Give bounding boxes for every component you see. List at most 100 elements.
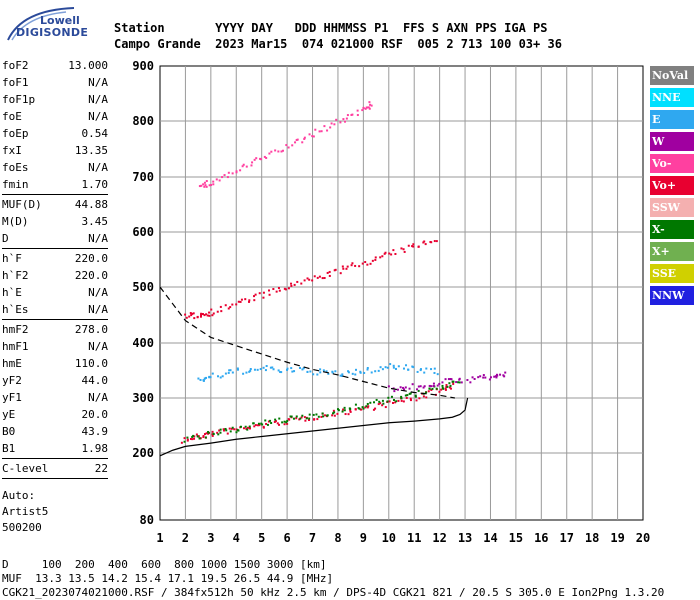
x-tick-label: 2 bbox=[182, 531, 189, 545]
legend-item: W bbox=[650, 132, 694, 151]
data-point bbox=[254, 293, 257, 296]
param-row: hmF1 N/A bbox=[2, 338, 108, 355]
data-point bbox=[289, 415, 292, 418]
data-point bbox=[291, 144, 294, 147]
x-tick-label: 1 bbox=[156, 531, 163, 545]
data-point bbox=[435, 240, 438, 243]
param-name: foF2 bbox=[2, 59, 29, 72]
data-point bbox=[400, 397, 403, 400]
data-point bbox=[402, 367, 405, 370]
y-tick-label: 800 bbox=[132, 114, 154, 128]
x-tick-label: 18 bbox=[585, 531, 599, 545]
data-point bbox=[494, 375, 497, 378]
param-row: yF1 N/A bbox=[2, 389, 108, 406]
data-point bbox=[368, 101, 371, 104]
param-name: yF2 bbox=[2, 374, 22, 387]
param-row: D N/A bbox=[2, 230, 108, 247]
data-point bbox=[466, 379, 469, 382]
data-point bbox=[270, 150, 273, 153]
data-point bbox=[441, 381, 444, 384]
data-point bbox=[203, 433, 206, 436]
data-point bbox=[290, 367, 293, 370]
data-point bbox=[416, 370, 419, 373]
data-point bbox=[354, 264, 357, 267]
data-point bbox=[274, 420, 277, 423]
data-point bbox=[436, 373, 439, 376]
data-point bbox=[433, 240, 436, 243]
data-point bbox=[227, 307, 230, 310]
param-row: yE 20.0 bbox=[2, 406, 108, 423]
data-point bbox=[394, 401, 397, 404]
data-point bbox=[359, 370, 362, 373]
param-row: foEp 0.54 bbox=[2, 125, 108, 142]
data-point bbox=[423, 385, 426, 388]
data-point bbox=[299, 417, 302, 420]
data-point bbox=[267, 420, 270, 423]
data-point bbox=[296, 138, 299, 141]
data-point bbox=[329, 126, 332, 129]
data-point bbox=[315, 413, 318, 416]
data-point bbox=[316, 276, 319, 279]
data-point bbox=[269, 419, 272, 422]
param-row: foF1 N/A bbox=[2, 74, 108, 91]
data-point bbox=[368, 107, 371, 110]
data-point bbox=[333, 123, 336, 126]
data-point bbox=[229, 430, 232, 433]
param-value: N/A bbox=[88, 76, 108, 89]
data-point bbox=[221, 176, 224, 179]
data-point bbox=[458, 381, 461, 384]
param-row: h`Es N/A bbox=[2, 301, 108, 318]
data-point bbox=[397, 365, 400, 368]
data-point bbox=[262, 291, 265, 294]
data-point bbox=[264, 419, 267, 422]
data-point bbox=[377, 369, 380, 372]
param-row: foE N/A bbox=[2, 108, 108, 125]
data-point bbox=[226, 176, 229, 179]
data-point bbox=[346, 265, 349, 268]
data-point bbox=[280, 150, 283, 153]
data-point bbox=[354, 408, 357, 411]
data-point bbox=[240, 298, 243, 301]
data-point bbox=[321, 412, 324, 415]
data-point bbox=[265, 365, 268, 368]
param-value: N/A bbox=[88, 340, 108, 353]
data-point bbox=[193, 435, 196, 438]
data-point bbox=[244, 425, 247, 428]
param-name: hmF2 bbox=[2, 323, 29, 336]
data-point bbox=[418, 397, 421, 400]
data-point bbox=[298, 366, 301, 369]
data-point bbox=[272, 368, 275, 371]
data-point bbox=[242, 427, 245, 430]
data-point bbox=[460, 381, 463, 384]
footer-file-line: CGK21_2023074021000.RSF / 384fx512h 50 k… bbox=[2, 586, 665, 599]
param-name: fmin bbox=[2, 178, 29, 191]
data-point bbox=[272, 288, 275, 291]
data-point bbox=[202, 435, 205, 438]
data-point bbox=[303, 136, 306, 139]
data-point bbox=[351, 113, 354, 116]
data-point bbox=[217, 375, 220, 378]
data-point bbox=[278, 417, 281, 420]
param-separator bbox=[2, 478, 108, 479]
data-point bbox=[419, 368, 422, 371]
data-point bbox=[236, 367, 239, 370]
data-point bbox=[256, 368, 259, 371]
legend-item: X- bbox=[650, 220, 694, 239]
data-point bbox=[400, 395, 403, 398]
data-point bbox=[236, 368, 239, 371]
param-name: C-level bbox=[2, 462, 49, 475]
data-point bbox=[287, 146, 290, 149]
data-point bbox=[412, 243, 415, 246]
data-point bbox=[191, 438, 194, 441]
data-point bbox=[206, 314, 209, 317]
data-point bbox=[244, 298, 247, 301]
data-point bbox=[384, 366, 387, 369]
data-point bbox=[342, 408, 345, 411]
data-point bbox=[432, 385, 435, 388]
data-point bbox=[190, 437, 193, 440]
data-point bbox=[412, 245, 415, 248]
data-point bbox=[383, 252, 386, 255]
data-point bbox=[219, 428, 222, 431]
data-point bbox=[268, 152, 271, 155]
